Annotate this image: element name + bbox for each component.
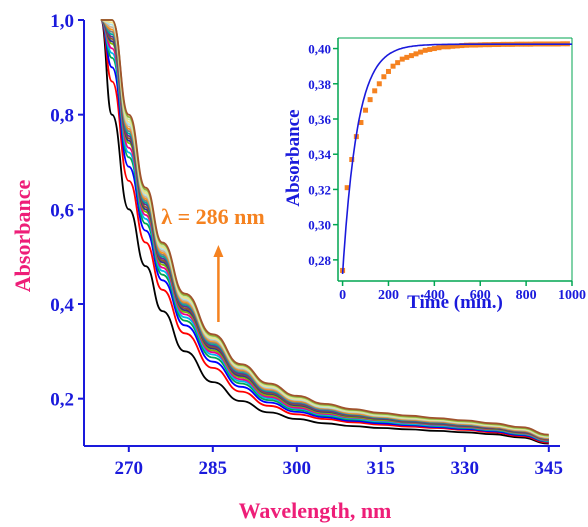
inset-x-tick-label: 400 bbox=[424, 288, 445, 303]
inset-x-tick-label: 0 bbox=[339, 288, 346, 303]
inset-background bbox=[306, 34, 582, 330]
inset-data-point bbox=[376, 81, 382, 87]
main-x-tick-label: 285 bbox=[199, 458, 228, 479]
spectrum-line-3 bbox=[99, 19, 549, 443]
main-x-axis-title: Wavelength, nm bbox=[239, 498, 392, 523]
inset-data-point bbox=[408, 53, 414, 59]
inset-x-tick-label: 600 bbox=[470, 288, 491, 303]
inset-x-tick-label: 1000 bbox=[558, 288, 586, 303]
main-y-tick-label: 1,0 bbox=[50, 11, 74, 32]
main-chart: 270 285 300 315 330 345 0,2 0,4 0,6 0,8 1,0 Wavel… bbox=[10, 11, 563, 523]
inset-data-point bbox=[441, 44, 447, 50]
inset-y-tick-label: 0,32 bbox=[308, 182, 331, 197]
main-y-tick-label: 0,8 bbox=[50, 106, 74, 127]
inset-x-tick-label: 800 bbox=[516, 288, 537, 303]
inset-y-tick-label: 0,30 bbox=[308, 218, 331, 233]
annotation-label: λ = 286 nm bbox=[161, 204, 264, 229]
inset-x-tick-label: 200 bbox=[378, 288, 399, 303]
inset-y-axis-title: Absorbance bbox=[283, 109, 304, 206]
inset-y-tick-label: 0,36 bbox=[308, 112, 331, 127]
inset-y-tick-label: 0,38 bbox=[308, 77, 331, 92]
main-x-tick-label: 270 bbox=[115, 458, 144, 479]
inset-data-point bbox=[431, 46, 437, 52]
inset-data-point bbox=[454, 43, 460, 49]
inset-data-point bbox=[358, 120, 364, 126]
inset-x-axis-title: Time (min.) bbox=[407, 292, 503, 313]
spectrum-line-1 bbox=[99, 19, 549, 445]
inset-data-point bbox=[463, 42, 469, 48]
inset-y-tick-group: 0,28 0,30 0,32 0,34 0,36 0,38 0,40 bbox=[308, 42, 338, 268]
inset-data-point bbox=[399, 56, 405, 62]
inset-x-tick-group: 0 200 400 600 800 1000 bbox=[339, 281, 586, 303]
inset-data-point bbox=[344, 185, 350, 191]
inset-data-point bbox=[418, 49, 424, 55]
spectrum-line-19 bbox=[100, 19, 549, 436]
inset-data-point bbox=[468, 42, 474, 48]
inset-y-tick-label: 0,28 bbox=[308, 253, 331, 268]
inset-data-point bbox=[413, 51, 419, 57]
inset-data-point bbox=[459, 43, 465, 49]
inset-data-point bbox=[385, 68, 391, 74]
inset-chart: 0 200 400 600 800 1000 0,280,300,320,340,360,… bbox=[283, 34, 586, 330]
inset-y-tick-label: 0,34 bbox=[308, 147, 331, 162]
inset-fit-curve bbox=[341, 43, 572, 275]
main-x-tick-group: 270 285 300 315 330 345 bbox=[115, 446, 564, 479]
inset-data-point bbox=[436, 45, 442, 51]
inset-data-point bbox=[363, 107, 369, 113]
inset-data-point bbox=[404, 54, 410, 60]
main-y-tick-label: 0,4 bbox=[50, 295, 74, 316]
main-spectra-group bbox=[99, 19, 549, 445]
annotation-arrowhead bbox=[213, 245, 224, 257]
main-x-tick-label: 330 bbox=[451, 458, 480, 479]
inset-data-point bbox=[349, 157, 355, 162]
inset-data-point bbox=[422, 47, 428, 53]
main-y-tick-label: 0,6 bbox=[50, 200, 74, 221]
main-y-axis-title: Absorbance bbox=[10, 180, 35, 293]
inset-data-point bbox=[367, 97, 373, 103]
inset-y-tick-label: 0,40 bbox=[308, 42, 331, 57]
inset-data-point bbox=[473, 42, 479, 48]
main-y-tick-label: 0,2 bbox=[50, 390, 74, 411]
inset-data-point bbox=[395, 60, 401, 66]
inset-data-point bbox=[390, 63, 396, 69]
main-x-tick-label: 345 bbox=[535, 458, 564, 479]
main-x-tick-label: 300 bbox=[283, 458, 312, 479]
inset-data-point bbox=[445, 44, 451, 50]
inset-data-point bbox=[427, 46, 433, 52]
main-y-tick-group: 0,2 0,4 0,6 0,8 1,0 bbox=[50, 11, 84, 411]
inset-data-point bbox=[450, 43, 456, 49]
inset-data-point bbox=[372, 88, 378, 94]
inset-data-point bbox=[381, 74, 387, 80]
main-x-tick-label: 315 bbox=[367, 458, 396, 479]
